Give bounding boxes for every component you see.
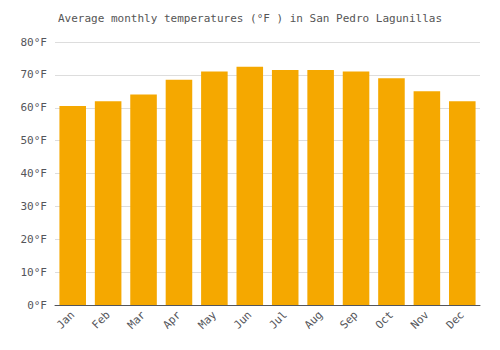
svg-text:40°F: 40°F [21, 167, 48, 180]
svg-text:Average monthly temperatures (: Average monthly temperatures (°F ) in Sa… [58, 12, 442, 25]
svg-text:Oct: Oct [373, 308, 396, 331]
svg-text:Dec: Dec [444, 308, 467, 331]
svg-text:30°F: 30°F [21, 200, 48, 213]
svg-text:Apr: Apr [160, 308, 183, 331]
svg-text:Mar: Mar [125, 308, 148, 331]
svg-text:Nov: Nov [408, 308, 431, 331]
svg-text:Jul: Jul [267, 308, 290, 331]
svg-text:10°F: 10°F [21, 266, 48, 279]
svg-text:May: May [196, 308, 219, 331]
svg-text:Sep: Sep [337, 308, 360, 331]
svg-text:Jun: Jun [231, 308, 254, 331]
svg-text:0°F: 0°F [27, 299, 47, 312]
svg-text:Aug: Aug [302, 308, 325, 331]
svg-text:50°F: 50°F [21, 134, 48, 147]
svg-text:Feb: Feb [89, 308, 112, 331]
svg-text:20°F: 20°F [21, 233, 48, 246]
svg-text:60°F: 60°F [21, 101, 48, 114]
svg-text:80°F: 80°F [21, 36, 48, 49]
svg-text:70°F: 70°F [21, 68, 48, 81]
svg-text:Jan: Jan [54, 308, 77, 331]
